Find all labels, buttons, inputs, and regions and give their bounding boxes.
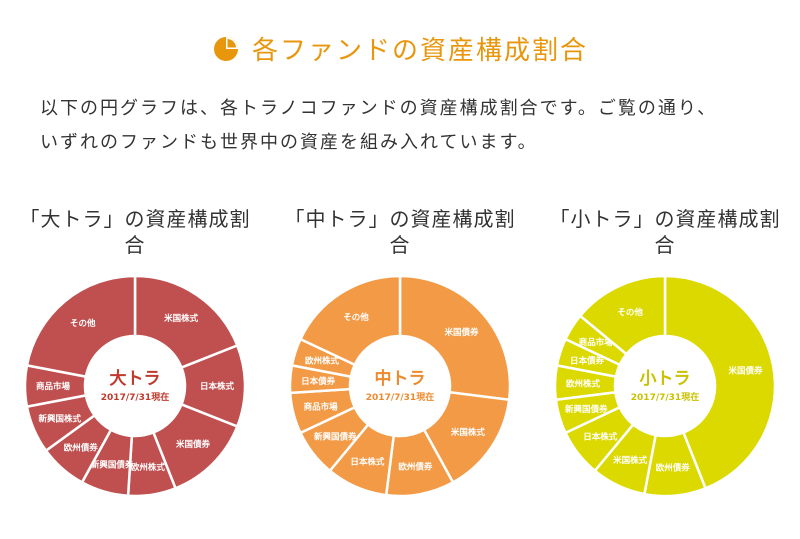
slice-label: 欧州株式 <box>566 378 601 389</box>
pie-slice <box>298 274 402 367</box>
slice-label: その他 <box>70 318 96 329</box>
slice-label: 新興国債券 <box>91 460 134 471</box>
slice-label: 新興国債券 <box>565 404 608 415</box>
slice-label: 欧州株式 <box>131 462 166 473</box>
slice-label: 商品市場 <box>304 401 339 412</box>
page-title: 各ファンドの資産構成割合 <box>251 36 588 66</box>
slice-label: 日本株式 <box>200 381 235 392</box>
center-label: 中トラ <box>375 368 426 389</box>
intro-line-2: いずれのファンドも世界中の資産を組み入れています。 <box>40 132 538 153</box>
section-header: 各ファンドの資産構成割合 <box>0 30 800 67</box>
intro-text: 以下の円グラフは、各トラノコファンドの資産構成割合です。ご覧の通り、 いずれのフ… <box>40 92 780 160</box>
pie-slice <box>663 274 777 490</box>
chart-title: 「中トラ」の資産構成割合 <box>284 207 516 257</box>
center-date: 2017/7/31現在 <box>101 391 169 403</box>
slice-label: 欧州債券 <box>656 463 691 474</box>
slice-label: 米国債券 <box>445 327 480 338</box>
slice-label: 商品市場 <box>36 381 71 392</box>
slice-label: その他 <box>617 307 643 318</box>
slice-label: 欧州株式 <box>305 356 340 367</box>
center-date: 2017/7/31現在 <box>366 391 434 403</box>
slice-label: 日本債券 <box>301 376 336 387</box>
slice-label: 新興国株式 <box>38 414 81 425</box>
slice-label: 米国株式 <box>451 427 486 438</box>
chart-small-tiger: 「小トラ」の資産構成割合 米国債券欧州債券 米国株式 日本株式 新興国債券 欧州株式 日本… <box>540 206 790 498</box>
chart-title: 「小トラ」の資産構成割合 <box>549 207 781 257</box>
slice-label: 米国株式 <box>613 455 648 466</box>
slice-label: その他 <box>343 312 369 323</box>
slice-label: 米国債券 <box>729 366 764 377</box>
slice-label: 米国株式 <box>164 313 199 324</box>
chart-large-tiger: 「大トラ」の資産構成割合 米国株式日本株式米国債券欧州株式 新興国債券 欧州債券 新興… <box>10 206 260 498</box>
slice-label: 日本株式 <box>583 431 618 442</box>
chart-medium-tiger: 「中トラ」の資産構成割合 米国債券米国株式欧州債券 日本株式 新興国債券 商品市場 日本… <box>275 206 525 498</box>
center-label: 大トラ <box>110 368 161 389</box>
center-date: 2017/7/31現在 <box>631 391 699 403</box>
pie-slice <box>133 274 239 370</box>
slice-label: 日本債券 <box>570 356 605 367</box>
slice-label: 欧州債券 <box>64 443 99 454</box>
intro-line-1: 以下の円グラフは、各トラノコファンドの資産構成割合です。ご覧の通り、 <box>40 98 718 119</box>
slice-label: 欧州債券 <box>398 462 433 473</box>
slice-label: 米国債券 <box>176 439 211 450</box>
chart-title: 「大トラ」の資産構成割合 <box>19 207 251 257</box>
pie-slice <box>25 274 137 379</box>
center-label: 小トラ <box>640 369 691 389</box>
slice-label: 新興国債券 <box>314 431 357 442</box>
slice-label: 商品市場 <box>579 337 614 348</box>
pie-slice <box>398 274 512 402</box>
pie-slice <box>578 274 667 356</box>
pie-chart-icon <box>213 36 238 61</box>
slice-label: 日本株式 <box>350 456 385 467</box>
